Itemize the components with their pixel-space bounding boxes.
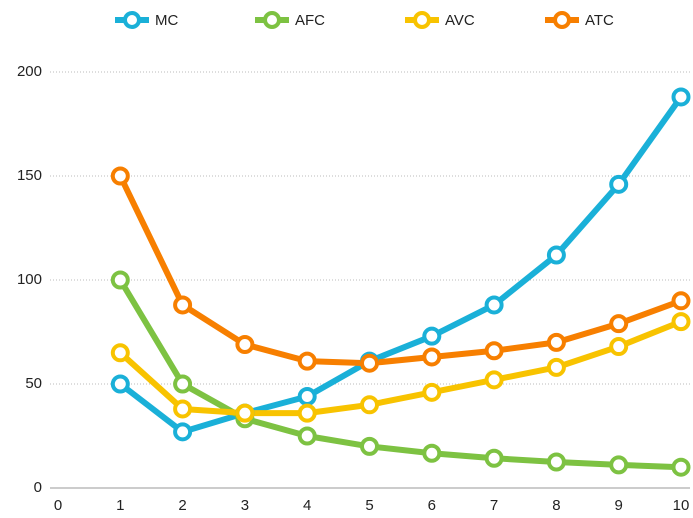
series-line — [117, 277, 684, 471]
y-tick-label: 50 — [25, 375, 42, 392]
data-point — [173, 422, 193, 442]
data-point — [484, 341, 504, 361]
legend-marker — [263, 11, 281, 29]
data-point — [297, 426, 317, 446]
data-point — [110, 374, 130, 394]
data-point — [546, 332, 566, 352]
legend-marker — [553, 11, 571, 29]
data-point — [297, 403, 317, 423]
x-tick-label: 10 — [673, 497, 690, 514]
x-tick-label: 4 — [303, 497, 311, 514]
data-point — [671, 291, 691, 311]
data-point — [173, 399, 193, 419]
data-point — [235, 403, 255, 423]
x-tick-label: 7 — [490, 497, 498, 514]
x-tick-label: 2 — [178, 497, 186, 514]
x-tick-label: 0 — [54, 497, 62, 514]
y-tick-label: 100 — [17, 271, 42, 288]
data-point — [297, 386, 317, 406]
data-point — [671, 457, 691, 477]
y-tick-label: 200 — [17, 63, 42, 80]
data-point — [422, 443, 442, 463]
data-point — [609, 314, 629, 334]
data-point — [671, 87, 691, 107]
data-point — [297, 351, 317, 371]
data-point — [173, 295, 193, 315]
series-line — [117, 93, 684, 435]
data-point — [484, 295, 504, 315]
series-line — [117, 173, 684, 367]
data-point — [609, 174, 629, 194]
data-point — [546, 357, 566, 377]
data-point — [110, 166, 130, 186]
data-point — [110, 343, 130, 363]
legend-label: MC — [155, 12, 178, 29]
data-point — [422, 326, 442, 346]
x-tick-label: 3 — [241, 497, 249, 514]
y-tick-label: 150 — [17, 167, 42, 184]
legend-marker — [413, 11, 431, 29]
y-tick-label: 0 — [34, 479, 42, 496]
data-point — [360, 436, 379, 456]
data-point — [110, 270, 130, 290]
data-point — [235, 334, 255, 354]
legend-label: AVC — [445, 12, 475, 29]
data-point — [546, 245, 566, 265]
data-point — [173, 374, 193, 394]
legend-label: ATC — [585, 12, 614, 29]
series-line — [117, 318, 684, 417]
data-point — [484, 448, 504, 468]
data-point — [671, 312, 691, 332]
legend-label: AFC — [295, 12, 325, 29]
data-point — [360, 395, 379, 415]
data-point — [609, 337, 629, 357]
x-tick-label: 6 — [428, 497, 436, 514]
data-point — [546, 452, 566, 472]
x-tick-label: 5 — [365, 497, 373, 514]
data-point — [422, 347, 442, 367]
x-tick-label: 9 — [615, 497, 623, 514]
data-point — [609, 455, 629, 475]
data-point — [422, 382, 442, 402]
data-point — [360, 353, 379, 373]
legend-marker — [123, 11, 141, 29]
data-point — [484, 370, 504, 390]
x-tick-label: 1 — [116, 497, 124, 514]
x-tick-label: 8 — [552, 497, 560, 514]
